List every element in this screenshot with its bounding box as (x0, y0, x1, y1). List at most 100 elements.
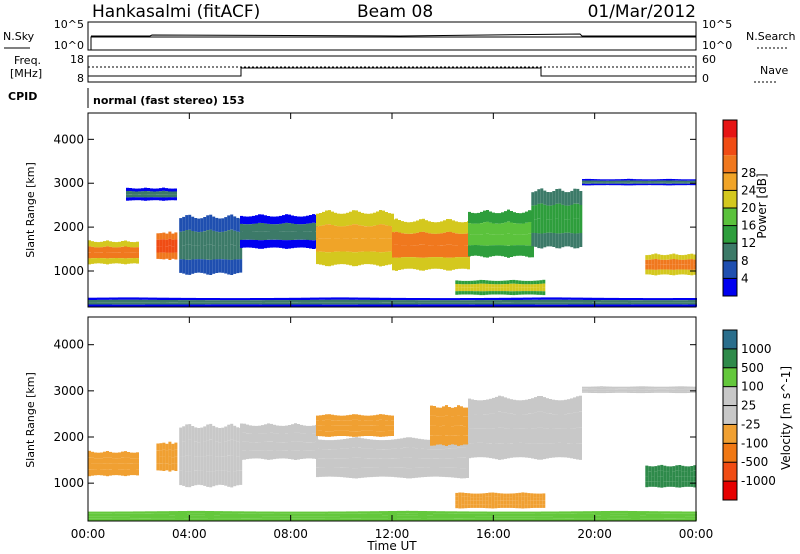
power-echo-cell (449, 219, 452, 232)
velocity-echo-cell (334, 431, 337, 437)
power-echo-cell (576, 233, 580, 249)
velocity-echo-cell (157, 518, 160, 521)
velocity-echo-cell (475, 513, 478, 517)
velocity-echo-cell (523, 511, 526, 514)
power-echo-cell (397, 304, 400, 307)
power-echo-cell (534, 191, 538, 206)
velocity-echo-cell (124, 511, 127, 514)
power-echo-cell (319, 213, 322, 226)
power-echo-cell (469, 304, 472, 307)
power-echo-cell (142, 299, 145, 303)
power-echo-cell (191, 259, 195, 274)
velocity-echo-cell (352, 518, 355, 521)
power-echo-cell (496, 304, 499, 307)
velocity-echo-cell (209, 423, 213, 440)
velocity-echo-cell (681, 471, 685, 477)
velocity-echo-cell (460, 516, 463, 519)
velocity-echo-cell (367, 415, 370, 421)
velocity-echo-cell (577, 516, 580, 519)
velocity-echo-cell (553, 513, 556, 517)
power-echo-cell (666, 264, 670, 270)
power-echo-cell (197, 232, 201, 246)
power-echo-cell (604, 300, 607, 303)
velocity-echo-cell (672, 481, 676, 487)
power-echo-cell (174, 191, 177, 195)
velocity-echo-cell (606, 386, 609, 389)
velocity-echo-cell (136, 516, 139, 519)
power-echo-cell (511, 304, 514, 307)
velocity-echo-cell (616, 513, 619, 516)
power-echo-cell (630, 183, 633, 186)
power-echo-cell (512, 283, 516, 288)
velocity-echo-cell (298, 511, 301, 514)
velocity-echo-cell (364, 420, 367, 426)
velocity-echo-cell (88, 457, 91, 464)
velocity-echo-cell (94, 516, 97, 519)
velocity-echo-cell (492, 413, 495, 429)
power-echo-cell (130, 252, 133, 259)
velocity-echo-cell (556, 518, 559, 521)
power-echo-cell (502, 297, 505, 300)
velocity-echo-cell (118, 469, 121, 476)
power-echo-cell (472, 302, 475, 305)
velocity-echo-cell (379, 511, 382, 514)
power-echo-cell (97, 252, 100, 258)
velocity-colorbar-segment (723, 462, 737, 482)
velocity-echo-cell (361, 516, 364, 519)
velocity-echo-cell (504, 397, 507, 413)
power-echo-cell (553, 299, 556, 303)
velocity-echo-cell (601, 516, 604, 519)
power-echo-cell (159, 194, 162, 198)
velocity-echo-cell (519, 400, 522, 415)
velocity-echo-cell (455, 492, 459, 497)
power-echo-cell (171, 191, 174, 195)
power-echo-cell (142, 304, 145, 307)
velocity-echo-cell (466, 468, 469, 478)
power-echo-cell (112, 241, 115, 248)
velocity-echo-cell (508, 513, 511, 516)
power-echo-cell (536, 284, 540, 288)
power-echo-cell (430, 302, 433, 305)
power-echo-cell (367, 302, 370, 305)
power-echo-cell (613, 300, 616, 303)
velocity-echo-cell (603, 389, 606, 392)
power-echo-cell (233, 230, 237, 246)
power-echo-cell (515, 287, 519, 292)
power-echo-cell (184, 304, 187, 307)
velocity-echo-cell (622, 513, 625, 516)
velocity-echo-cell (182, 426, 186, 442)
velocity-echo-cell (322, 420, 325, 426)
power-echo-cell (91, 258, 94, 264)
velocity-echo-cell (394, 511, 397, 514)
velocity-echo-cell (166, 516, 169, 519)
velocity-echo-cell (415, 513, 418, 516)
power-echo-cell (675, 182, 678, 184)
power-echo-cell (615, 179, 618, 181)
power-echo-cell (624, 180, 627, 183)
velocity-echo-cell (250, 516, 253, 519)
power-echo-cell (232, 302, 235, 305)
velocity-echo-cell (464, 496, 468, 501)
power-echo-cell (603, 179, 606, 181)
power-echo-cell (179, 218, 183, 232)
velocity-echo-cell (495, 412, 498, 429)
power-echo-cell (253, 304, 256, 307)
velocity-echo-cell (627, 388, 630, 390)
velocity-echo-cell (495, 396, 498, 413)
power-echo-cell (594, 183, 597, 186)
power-echo-cell (319, 297, 322, 300)
velocity-echo-cell (238, 511, 241, 514)
power-echo-cell (358, 225, 361, 239)
power-echo-cell (206, 259, 210, 275)
power-echo-cell (500, 291, 504, 295)
power-echo-cell (543, 190, 547, 205)
velocity-echo-cell (439, 407, 442, 417)
power-echo-cell (226, 300, 229, 303)
velocity-echo-cell (148, 516, 151, 519)
power-echo-cell (479, 279, 483, 284)
power-echo-cell (190, 300, 193, 303)
power-echo-cell (407, 222, 410, 234)
velocity-echo-cell (612, 389, 615, 392)
velocity-echo-cell (654, 476, 658, 482)
velocity-echo-cell (645, 471, 649, 477)
